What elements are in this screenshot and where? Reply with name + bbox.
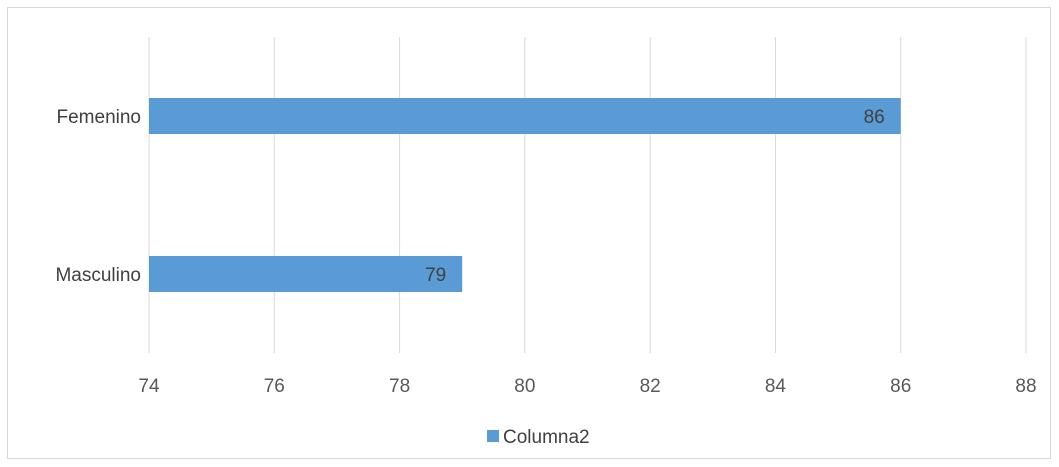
category-labels: Femenino Masculino [55,107,141,286]
legend: Columna2 [487,427,590,448]
x-tick-labels: 74 76 78 80 82 84 86 88 [138,376,1036,397]
bar-masculino [149,256,463,292]
data-labels: 86 79 [425,107,885,286]
x-tick-label-78: 78 [389,376,410,397]
chart-frame [7,7,1051,459]
gridlines [148,37,1027,353]
legend-label-columna2: Columna2 [503,427,590,448]
data-label-masculino: 79 [425,265,446,286]
legend-swatch-columna2 [487,430,499,442]
bars [149,98,901,292]
category-label-femenino: Femenino [57,107,142,128]
x-tick-label-74: 74 [138,376,160,397]
x-tick-label-82: 82 [640,376,661,397]
bar-femenino [149,98,901,134]
x-tick-label-86: 86 [890,376,911,397]
x-tick-label-80: 80 [514,376,535,397]
x-tick-label-84: 84 [765,376,787,397]
category-label-masculino: Masculino [55,265,141,286]
x-tick-label-76: 76 [264,376,285,397]
x-tick-label-88: 88 [1015,376,1036,397]
data-label-femenino: 86 [864,107,885,128]
